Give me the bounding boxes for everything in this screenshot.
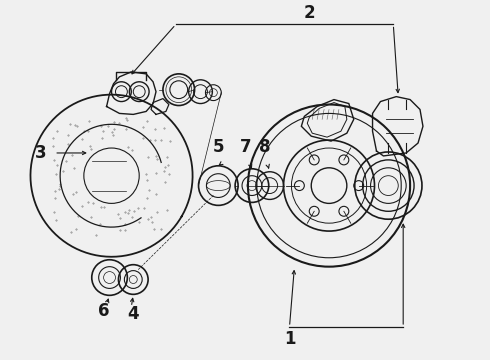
Text: 2: 2 (303, 4, 315, 22)
Text: 7: 7 (240, 138, 252, 156)
Text: 3: 3 (34, 144, 46, 162)
Text: 8: 8 (259, 138, 270, 156)
Text: 6: 6 (98, 302, 109, 320)
Text: 5: 5 (213, 138, 224, 156)
Text: 4: 4 (127, 305, 139, 323)
Text: 1: 1 (284, 330, 295, 348)
